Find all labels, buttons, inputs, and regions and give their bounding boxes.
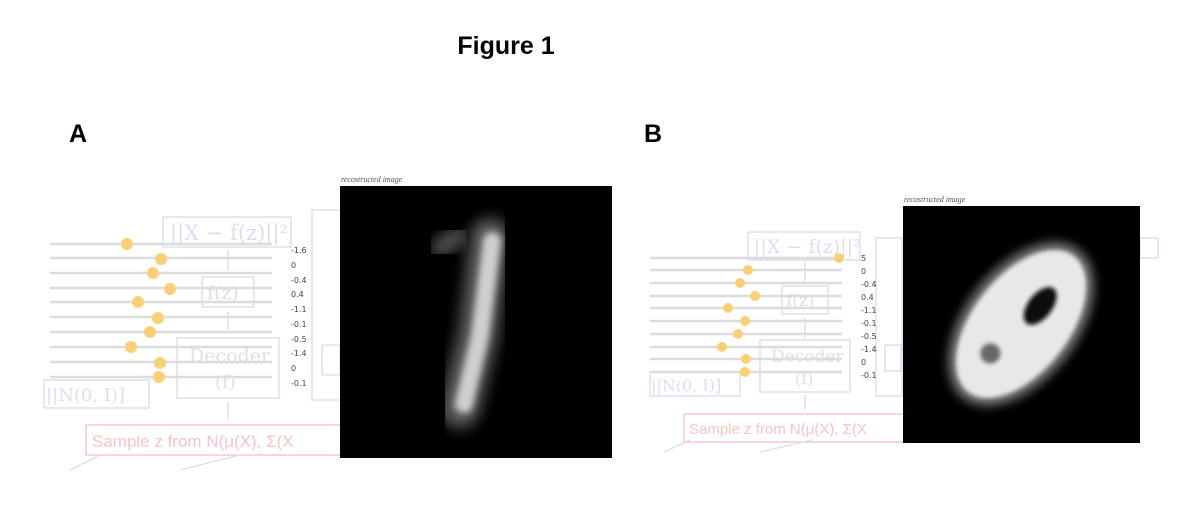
- decoder-text: Decoder: [771, 347, 844, 367]
- reconstructed-image-label: recostructed image: [341, 175, 403, 184]
- latent-value: -0.4: [861, 280, 877, 289]
- latent-value: -1.4: [861, 345, 877, 354]
- slider-handle[interactable]: [717, 342, 727, 352]
- latent-value: -0.4: [291, 276, 307, 285]
- slider-handle[interactable]: [740, 316, 750, 326]
- latent-value: 0: [861, 358, 867, 367]
- slider-handle[interactable]: [155, 253, 167, 265]
- panel-a-slider-handles[interactable]: [121, 238, 176, 383]
- decoder-box: [759, 339, 851, 393]
- latent-value: 0.4: [861, 293, 874, 302]
- slider-handle[interactable]: [153, 371, 165, 383]
- slider-handle[interactable]: [723, 303, 733, 313]
- latent-value: -0.1: [291, 379, 307, 388]
- slider-handle[interactable]: [750, 291, 760, 301]
- slider-handle[interactable]: [733, 329, 743, 339]
- slider-handle[interactable]: [834, 253, 844, 263]
- latent-value: 0: [861, 267, 867, 276]
- loss-text: ||X − f(z)||²: [754, 236, 861, 258]
- slider-handle[interactable]: [164, 283, 176, 295]
- latent-value: -0.5: [861, 332, 877, 341]
- kl-text: ||N(0, I)]: [651, 376, 721, 395]
- latent-value: -1.1: [291, 305, 307, 314]
- slider-handle[interactable]: [144, 326, 156, 338]
- fz-box: [201, 276, 255, 308]
- sample-text: Sample z from N(μ(X), Σ(X: [92, 432, 294, 451]
- panel-b-slider-handles[interactable]: [717, 253, 844, 377]
- reconstructed-digit-one: [431, 218, 510, 428]
- slider-handle[interactable]: [125, 341, 137, 353]
- slider-handle[interactable]: [121, 238, 133, 250]
- latent-value: -0.5: [291, 335, 307, 344]
- slider-handle[interactable]: [741, 354, 751, 364]
- loss-text: ||X − f(z)||²: [170, 221, 288, 246]
- decoder-box: [176, 337, 280, 399]
- slider-handle[interactable]: [154, 357, 166, 369]
- latent-value: -0.1: [861, 371, 877, 380]
- latent-value: -1.6: [291, 246, 307, 255]
- latent-value: -0.1: [861, 319, 877, 328]
- latent-value: -1.1: [861, 306, 877, 315]
- reconstructed-image-label: recostructed image: [904, 195, 966, 204]
- slider-handle[interactable]: [743, 265, 753, 275]
- latent-value: -1.4: [291, 349, 307, 358]
- slider-handle[interactable]: [152, 312, 164, 324]
- reconstructed-digit-zero: [948, 242, 1094, 406]
- kl-box: [43, 379, 150, 409]
- fz-box: [781, 285, 829, 315]
- loss-box: [162, 216, 292, 248]
- panel-letter-b: B: [644, 120, 663, 148]
- sample-text: Sample z from N(μ(X), Σ(X: [689, 421, 867, 438]
- latent-value: 5: [861, 254, 867, 263]
- reconstructed-image: [340, 186, 612, 458]
- loss-box: [747, 231, 861, 261]
- slider-handle[interactable]: [147, 267, 159, 279]
- slider-handle[interactable]: [740, 367, 750, 377]
- slider-handle[interactable]: [132, 296, 144, 308]
- latent-value: 0: [291, 364, 297, 373]
- side-box: [875, 237, 903, 397]
- f-text: (f): [795, 369, 813, 388]
- slider-handle[interactable]: [735, 278, 745, 288]
- panel-letter-a: A: [69, 120, 88, 148]
- kl-text: ||N(0, I)]: [46, 385, 125, 406]
- latent-value: 0.4: [291, 290, 304, 299]
- reconstructed-image: [903, 206, 1140, 443]
- latent-value: 0: [291, 261, 297, 270]
- latent-value: -0.1: [291, 320, 307, 329]
- figure-title: Figure 1: [457, 32, 555, 60]
